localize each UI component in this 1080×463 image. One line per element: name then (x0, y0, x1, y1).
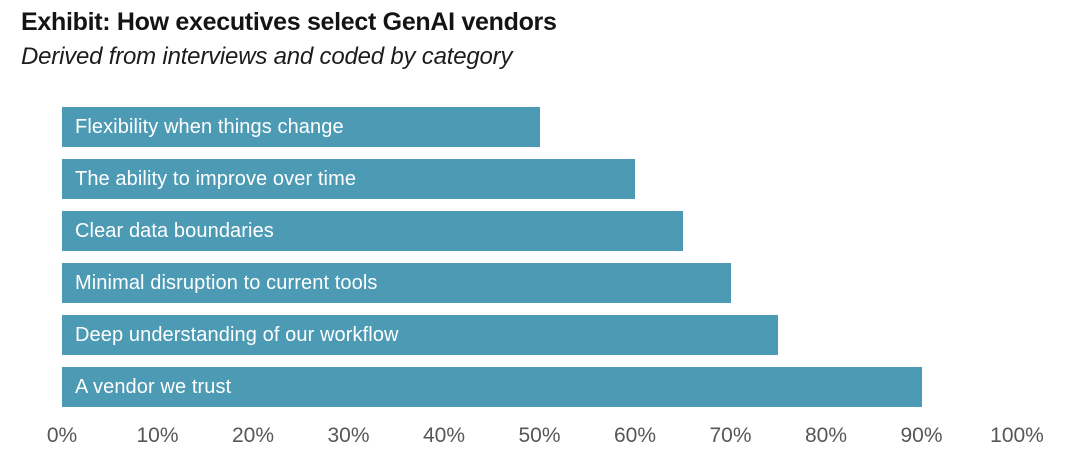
x-axis-tick-label: 40% (422, 424, 466, 447)
bar: Minimal disruption to current tools (62, 263, 731, 303)
bar-row: Clear data boundaries (62, 211, 1017, 251)
bar: A vendor we trust (62, 367, 922, 407)
bar-row: Flexibility when things change (62, 107, 1017, 147)
bar-row: Deep understanding of our workflow (62, 315, 1017, 355)
bar-label: Minimal disruption to current tools (75, 271, 378, 294)
x-axis-tick-label: 80% (804, 424, 848, 447)
bar-row: The ability to improve over time (62, 159, 1017, 199)
x-axis: 0% 10% 20% 30% 40% 50% 60% 70% 80% 90% 100% (47, 424, 1044, 452)
bar: The ability to improve over time (62, 159, 635, 199)
bar-label: A vendor we trust (75, 375, 232, 398)
x-axis-tick-label: 30% (327, 424, 370, 447)
bar: Clear data boundaries (62, 211, 683, 251)
x-axis-tick-label: 50% (518, 424, 561, 447)
x-axis-tick-label: 100% (990, 424, 1044, 447)
bar-row: Minimal disruption to current tools (62, 263, 1017, 303)
bar: Flexibility when things change (62, 107, 540, 147)
chart-title: Exhibit: How executives select GenAI ven… (21, 8, 557, 36)
bar-plot-area: Flexibility when things change The abilit… (62, 107, 1017, 407)
chart-subtitle: Derived from interviews and coded by cat… (21, 43, 513, 70)
bar-label: Deep understanding of our workflow (75, 323, 399, 346)
x-axis-tick-label: 10% (136, 424, 179, 447)
x-axis-tick-label: 70% (709, 424, 752, 447)
bar-row: A vendor we trust (62, 367, 1017, 407)
bar-label: The ability to improve over time (75, 167, 357, 190)
x-axis-tick-label: 60% (613, 424, 657, 447)
x-axis-tick-label: 20% (231, 424, 275, 447)
bar: Deep understanding of our workflow (62, 315, 779, 355)
x-axis-tick-label: 0% (46, 424, 78, 447)
chart-header: Exhibit: How executives select GenAI ven… (21, 7, 557, 71)
x-axis-tick-label: 90% (900, 424, 943, 447)
bar-label: Clear data boundaries (75, 219, 274, 242)
bar-label: Flexibility when things change (75, 115, 344, 138)
